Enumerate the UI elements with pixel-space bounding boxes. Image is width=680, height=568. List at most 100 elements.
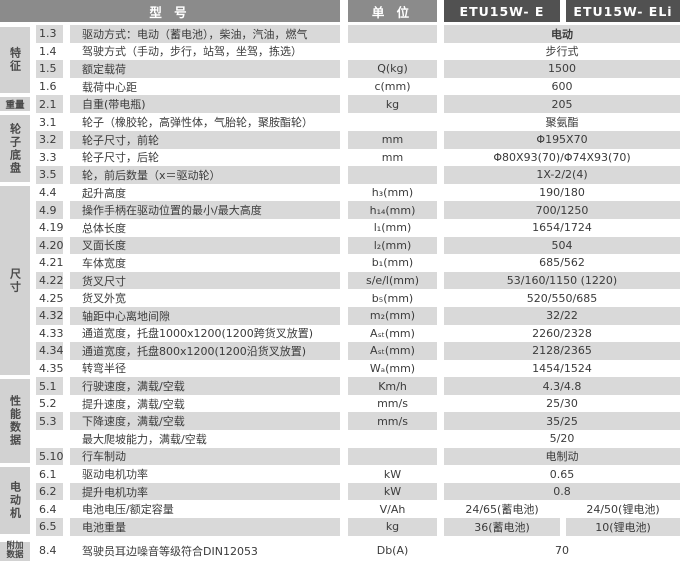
row-description: 总体长度 bbox=[70, 218, 340, 237]
row-description: 轴距中心离地间隙 bbox=[70, 306, 340, 325]
row-value: 190/180 bbox=[444, 183, 680, 202]
row-value: Φ80X93(70)/Φ74X93(70) bbox=[444, 148, 680, 167]
section-label-dimensions: 尺寸 bbox=[0, 185, 30, 376]
spec-row: 1.3 驱动方式：电动（蓄电池），柴油，汽油，燃气 电动 bbox=[30, 25, 680, 43]
row-value: 5/20 bbox=[444, 430, 680, 448]
row-unit bbox=[348, 447, 437, 466]
row-unit: m₂(mm) bbox=[348, 306, 437, 325]
spec-row: 6.2 提升电机功率 kW 0.8 bbox=[30, 482, 680, 501]
row-description: 轮子尺寸，后轮 bbox=[70, 148, 340, 167]
row-value-etu15w-e: 24/65(蓄电池) bbox=[444, 500, 560, 519]
section-rows: 3.1 轮子（橡胶轮，高弹性体，气胎轮，聚胺酯轮） 聚氨酯 3.2 轮子尺寸，前… bbox=[30, 113, 680, 184]
section-rows: 5.1 行驶速度，满载/空载 Km/h 4.3/4.8 5.2 提升速度，满载/… bbox=[30, 377, 680, 466]
row-unit: l₁(mm) bbox=[348, 218, 437, 237]
spec-row: 4.32 轴距中心离地间隙 m₂(mm) 32/22 bbox=[30, 306, 680, 325]
section-label-performance: 性能数据 bbox=[0, 379, 30, 464]
row-number: 4.32 bbox=[36, 306, 64, 325]
row-description: 行驶速度，满载/空载 bbox=[70, 377, 340, 395]
spec-row: 1.5 额定载荷 Q(kg) 1500 bbox=[30, 60, 680, 78]
section-weight: 重量 2.1 自重(带电瓶) kg 205 bbox=[0, 95, 680, 113]
spec-row: 3.3 轮子尺寸，后轮 mm Φ80X93(70)/Φ74X93(70) bbox=[30, 148, 680, 167]
row-unit: s/e/l(mm) bbox=[348, 271, 437, 290]
section-label-text: 性能数据 bbox=[8, 395, 22, 448]
row-value-etu15w-eli: 10(锂电池) bbox=[566, 518, 680, 536]
column-header-etu15w-e: ETU15W- E bbox=[444, 0, 560, 22]
row-value: 电制动 bbox=[444, 447, 680, 466]
spec-row: 4.35 转弯半径 Wₐ(mm) 1454/1524 bbox=[30, 359, 680, 378]
spec-row: 4.34 通道宽度，托盘800x1200(1200沿货叉放置) Aₛₜ(mm) … bbox=[30, 342, 680, 360]
row-value: 2260/2328 bbox=[444, 324, 680, 343]
row-value: 685/562 bbox=[444, 254, 680, 272]
row-number: 4.22 bbox=[36, 271, 64, 290]
row-value: 53/160/1150 (1220) bbox=[444, 271, 680, 290]
row-number: 4.4 bbox=[36, 183, 63, 202]
row-unit: Q(kg) bbox=[348, 60, 437, 78]
row-description: 驱动电机功率 bbox=[70, 465, 340, 483]
row-unit bbox=[348, 25, 437, 43]
row-number: 6.1 bbox=[36, 465, 63, 483]
section-rows: 6.1 驱动电机功率 kW 0.65 6.2 提升电机功率 kW 0.8 6.4… bbox=[30, 465, 680, 536]
row-number: 3.5 bbox=[36, 166, 63, 184]
row-number: 1.4 bbox=[36, 42, 63, 61]
row-number: 4.35 bbox=[36, 359, 64, 378]
row-number: 4.21 bbox=[36, 254, 64, 272]
row-number: 5.1 bbox=[36, 377, 63, 395]
table-header: 型 号 单 位 ETU15W- E ETU15W- ELi bbox=[0, 0, 680, 22]
spec-row: 5.10 行车制动 电制动 bbox=[30, 447, 680, 466]
row-description: 提升电机功率 bbox=[70, 482, 340, 501]
spec-row: 5.2 提升速度，满载/空载 mm/s 25/30 bbox=[30, 394, 680, 413]
row-value: 2128/2365 bbox=[444, 342, 680, 360]
row-number: 3.1 bbox=[36, 113, 63, 131]
row-value: 520/550/685 bbox=[444, 289, 680, 307]
spec-row: 3.2 轮子尺寸，前轮 mm Φ195X70 bbox=[30, 130, 680, 149]
row-description: 驾驶方式（手动，步行，站驾，坐驾，拣选） bbox=[70, 42, 340, 61]
spec-row: 4.19 总体长度 l₁(mm) 1654/1724 bbox=[30, 218, 680, 237]
spec-row: 2.1 自重(带电瓶) kg 205 bbox=[30, 95, 680, 113]
row-number: 4.25 bbox=[36, 289, 64, 307]
row-number: 6.2 bbox=[36, 482, 63, 501]
spec-row: 3.5 轮，前后数量（x＝驱动轮） 1X-2/2(4) bbox=[30, 166, 680, 184]
section-rows: 8.4 驾驶员耳边噪音等级符合DIN12053 Db(A) 70 bbox=[30, 539, 680, 564]
row-unit: h₃(mm) bbox=[348, 183, 437, 202]
section-label-wheels-chassis: 轮子底盘 bbox=[0, 115, 30, 182]
row-unit: Wₐ(mm) bbox=[348, 359, 437, 378]
row-value: 聚氨酯 bbox=[444, 113, 680, 131]
row-unit bbox=[348, 42, 437, 61]
row-number: 5.2 bbox=[36, 394, 63, 413]
spec-row: 5.3 下降速度，满载/空载 mm/s 35/25 bbox=[30, 412, 680, 431]
section-label-characteristics: 特征 bbox=[0, 27, 30, 94]
row-description: 货叉尺寸 bbox=[70, 271, 340, 290]
spec-row: 5.1 行驶速度，满载/空载 Km/h 4.3/4.8 bbox=[30, 377, 680, 395]
row-unit: b₅(mm) bbox=[348, 289, 437, 307]
spec-row: 6.4 电池电压/额定容量 V/Ah 24/65(蓄电池) 24/50(锂电池) bbox=[30, 500, 680, 519]
section-label-text: 尺寸 bbox=[8, 267, 22, 294]
row-unit: Aₛₜ(mm) bbox=[348, 342, 437, 360]
spec-row: 4.20 叉面长度 l₂(mm) 504 bbox=[30, 236, 680, 255]
spec-row: 4.25 货叉外宽 b₅(mm) 520/550/685 bbox=[30, 289, 680, 307]
row-value: 1X-2/2(4) bbox=[444, 166, 680, 184]
row-number: 1.3 bbox=[36, 25, 63, 43]
row-description: 通道宽度，托盘1000x1200(1200跨货叉放置) bbox=[70, 324, 340, 343]
section-wheels-chassis: 轮子底盘 3.1 轮子（橡胶轮，高弹性体，气胎轮，聚胺酯轮） 聚氨酯 3.2 轮… bbox=[0, 113, 680, 184]
spec-row: 1.4 驾驶方式（手动，步行，站驾，坐驾，拣选） 步行式 bbox=[30, 42, 680, 61]
spec-row: 4.33 通道宽度，托盘1000x1200(1200跨货叉放置) Aₛₜ(mm)… bbox=[30, 324, 680, 343]
row-unit: h₁₄(mm) bbox=[348, 201, 437, 219]
row-number: 4.19 bbox=[36, 218, 64, 237]
section-rows: 2.1 自重(带电瓶) kg 205 bbox=[30, 95, 680, 113]
row-description: 额定载荷 bbox=[70, 60, 340, 78]
row-value: 70 bbox=[444, 539, 680, 562]
row-unit: l₂(mm) bbox=[348, 236, 437, 255]
row-unit: V/Ah bbox=[348, 500, 437, 519]
row-value: 504 bbox=[444, 236, 680, 255]
section-label-text: 附加数据 bbox=[6, 540, 24, 561]
spec-row: 6.5 电池重量 kg 36(蓄电池) 10(锂电池) bbox=[30, 518, 680, 536]
row-number: 6.5 bbox=[36, 518, 63, 536]
row-value: 25/30 bbox=[444, 394, 680, 413]
row-value: 4.3/4.8 bbox=[444, 377, 680, 395]
section-electric-motor: 电动机 6.1 驱动电机功率 kW 0.65 6.2 提升电机功率 kW 0.8… bbox=[0, 465, 680, 536]
row-number bbox=[36, 430, 63, 448]
row-unit: kg bbox=[348, 518, 437, 536]
row-unit: mm/s bbox=[348, 394, 437, 413]
row-value: 1500 bbox=[444, 60, 680, 78]
row-description: 载荷中心距 bbox=[70, 77, 340, 96]
